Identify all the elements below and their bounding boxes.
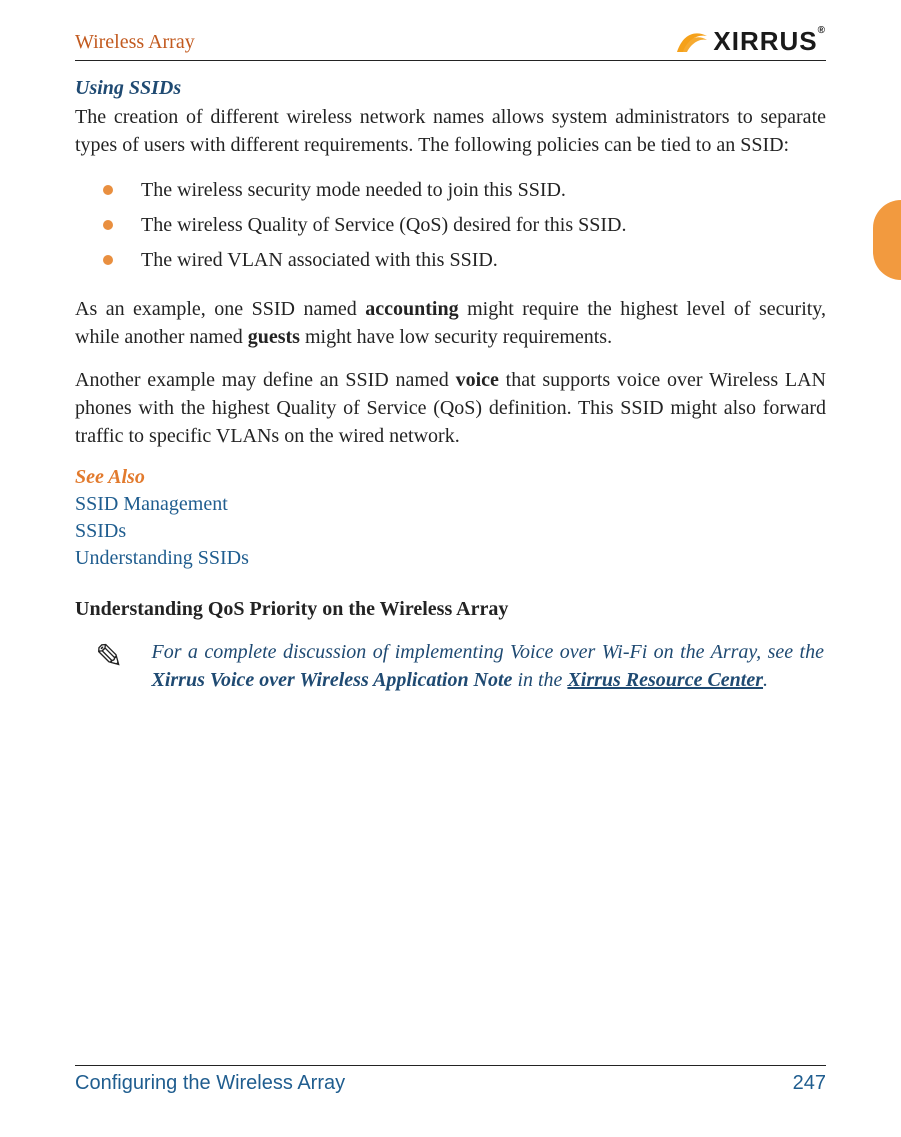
page-header: Wireless Array XIRRUS® bbox=[75, 28, 826, 60]
page-footer: Configuring the Wireless Array 247 bbox=[75, 1065, 826, 1095]
text-run: As an example, one SSID named bbox=[75, 298, 365, 320]
footer-rule bbox=[75, 1065, 826, 1066]
bullet-icon bbox=[103, 220, 113, 230]
bullet-icon bbox=[103, 185, 113, 195]
page: Wireless Array XIRRUS® Using SSIDs The c… bbox=[0, 0, 901, 1137]
note-text: For a complete discussion of implementin… bbox=[152, 639, 825, 694]
text-run: For a complete discussion of implementin… bbox=[152, 641, 825, 663]
footer-row: Configuring the Wireless Array 247 bbox=[75, 1072, 826, 1095]
brand-logo: XIRRUS® bbox=[675, 28, 826, 54]
text-run: Another example may define an SSID named bbox=[75, 369, 456, 391]
side-tab bbox=[873, 200, 901, 280]
resource-center-link[interactable]: Xirrus Resource Center bbox=[567, 669, 763, 691]
bold-term: voice bbox=[456, 369, 499, 391]
footer-section-title: Configuring the Wireless Array bbox=[75, 1072, 345, 1095]
subheading: Understanding QoS Priority on the Wirele… bbox=[75, 598, 826, 621]
see-also-link[interactable]: Understanding SSIDs bbox=[75, 545, 826, 572]
header-rule bbox=[75, 60, 826, 61]
example-paragraph-1: As an example, one SSID named accounting… bbox=[75, 296, 826, 351]
page-number: 247 bbox=[793, 1072, 826, 1095]
list-item: The wired VLAN associated with this SSID… bbox=[75, 245, 826, 276]
see-also-link[interactable]: SSIDs bbox=[75, 518, 826, 545]
bullet-text: The wired VLAN associated with this SSID… bbox=[141, 245, 498, 276]
text-run: . bbox=[763, 669, 768, 691]
text-run: in the bbox=[512, 669, 567, 691]
logo-word: XIRRUS bbox=[713, 26, 817, 56]
bullet-text: The wireless security mode needed to joi… bbox=[141, 175, 566, 206]
policy-bullet-list: The wireless security mode needed to joi… bbox=[75, 175, 826, 276]
logo-text: XIRRUS® bbox=[713, 28, 826, 54]
bullet-icon bbox=[103, 255, 113, 265]
note-block: ✎ For a complete discussion of implement… bbox=[75, 639, 826, 694]
bold-term: Xirrus Voice over Wireless Application N… bbox=[152, 669, 513, 691]
bold-term: accounting bbox=[365, 298, 458, 320]
bold-term: guests bbox=[248, 326, 300, 348]
header-title: Wireless Array bbox=[75, 31, 195, 54]
list-item: The wireless Quality of Service (QoS) de… bbox=[75, 210, 826, 241]
see-also-heading: See Also bbox=[75, 466, 826, 489]
see-also-link[interactable]: SSID Management bbox=[75, 491, 826, 518]
bullet-text: The wireless Quality of Service (QoS) de… bbox=[141, 210, 626, 241]
handwriting-icon: ✎ bbox=[95, 641, 124, 675]
example-paragraph-2: Another example may define an SSID named… bbox=[75, 367, 826, 450]
section-title: Using SSIDs bbox=[75, 77, 826, 100]
list-item: The wireless security mode needed to joi… bbox=[75, 175, 826, 206]
intro-paragraph: The creation of different wireless netwo… bbox=[75, 104, 826, 159]
logo-registered: ® bbox=[818, 25, 826, 36]
logo-swoosh-icon bbox=[675, 28, 709, 54]
text-run: might have low security requirements. bbox=[300, 326, 612, 348]
